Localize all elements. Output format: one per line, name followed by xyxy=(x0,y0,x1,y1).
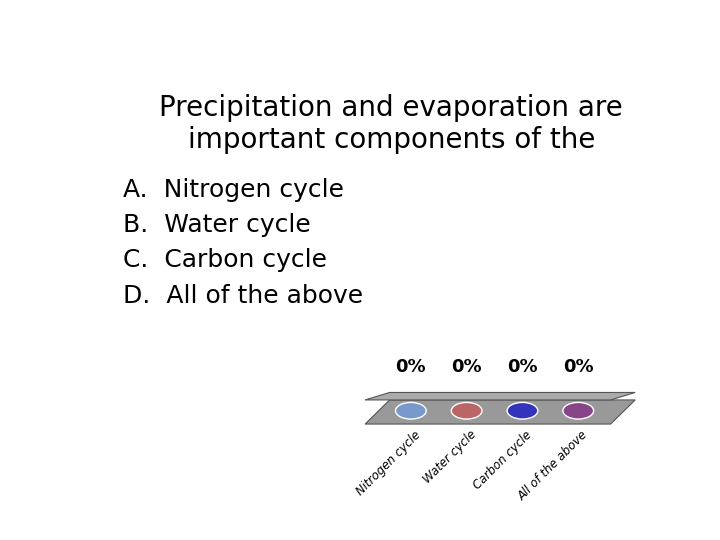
Text: 0%: 0% xyxy=(395,358,426,376)
Text: All of the above: All of the above xyxy=(516,428,590,503)
Text: Nitrogen cycle: Nitrogen cycle xyxy=(354,428,423,498)
Text: Carbon cycle: Carbon cycle xyxy=(471,428,534,492)
Ellipse shape xyxy=(507,402,538,419)
Text: D.  All of the above: D. All of the above xyxy=(124,284,364,308)
Text: 0%: 0% xyxy=(563,358,593,376)
Ellipse shape xyxy=(563,402,593,419)
Text: Water cycle: Water cycle xyxy=(420,428,479,487)
Ellipse shape xyxy=(395,402,426,419)
Text: A.  Nitrogen cycle: A. Nitrogen cycle xyxy=(124,178,344,201)
Text: C.  Carbon cycle: C. Carbon cycle xyxy=(124,248,328,272)
Polygon shape xyxy=(365,400,635,424)
Text: important components of the: important components of the xyxy=(188,126,595,154)
Text: 0%: 0% xyxy=(507,358,538,376)
Ellipse shape xyxy=(451,402,482,419)
Text: 0%: 0% xyxy=(451,358,482,376)
Text: Precipitation and evaporation are: Precipitation and evaporation are xyxy=(159,94,624,123)
Polygon shape xyxy=(365,393,635,400)
Text: B.  Water cycle: B. Water cycle xyxy=(124,213,311,237)
